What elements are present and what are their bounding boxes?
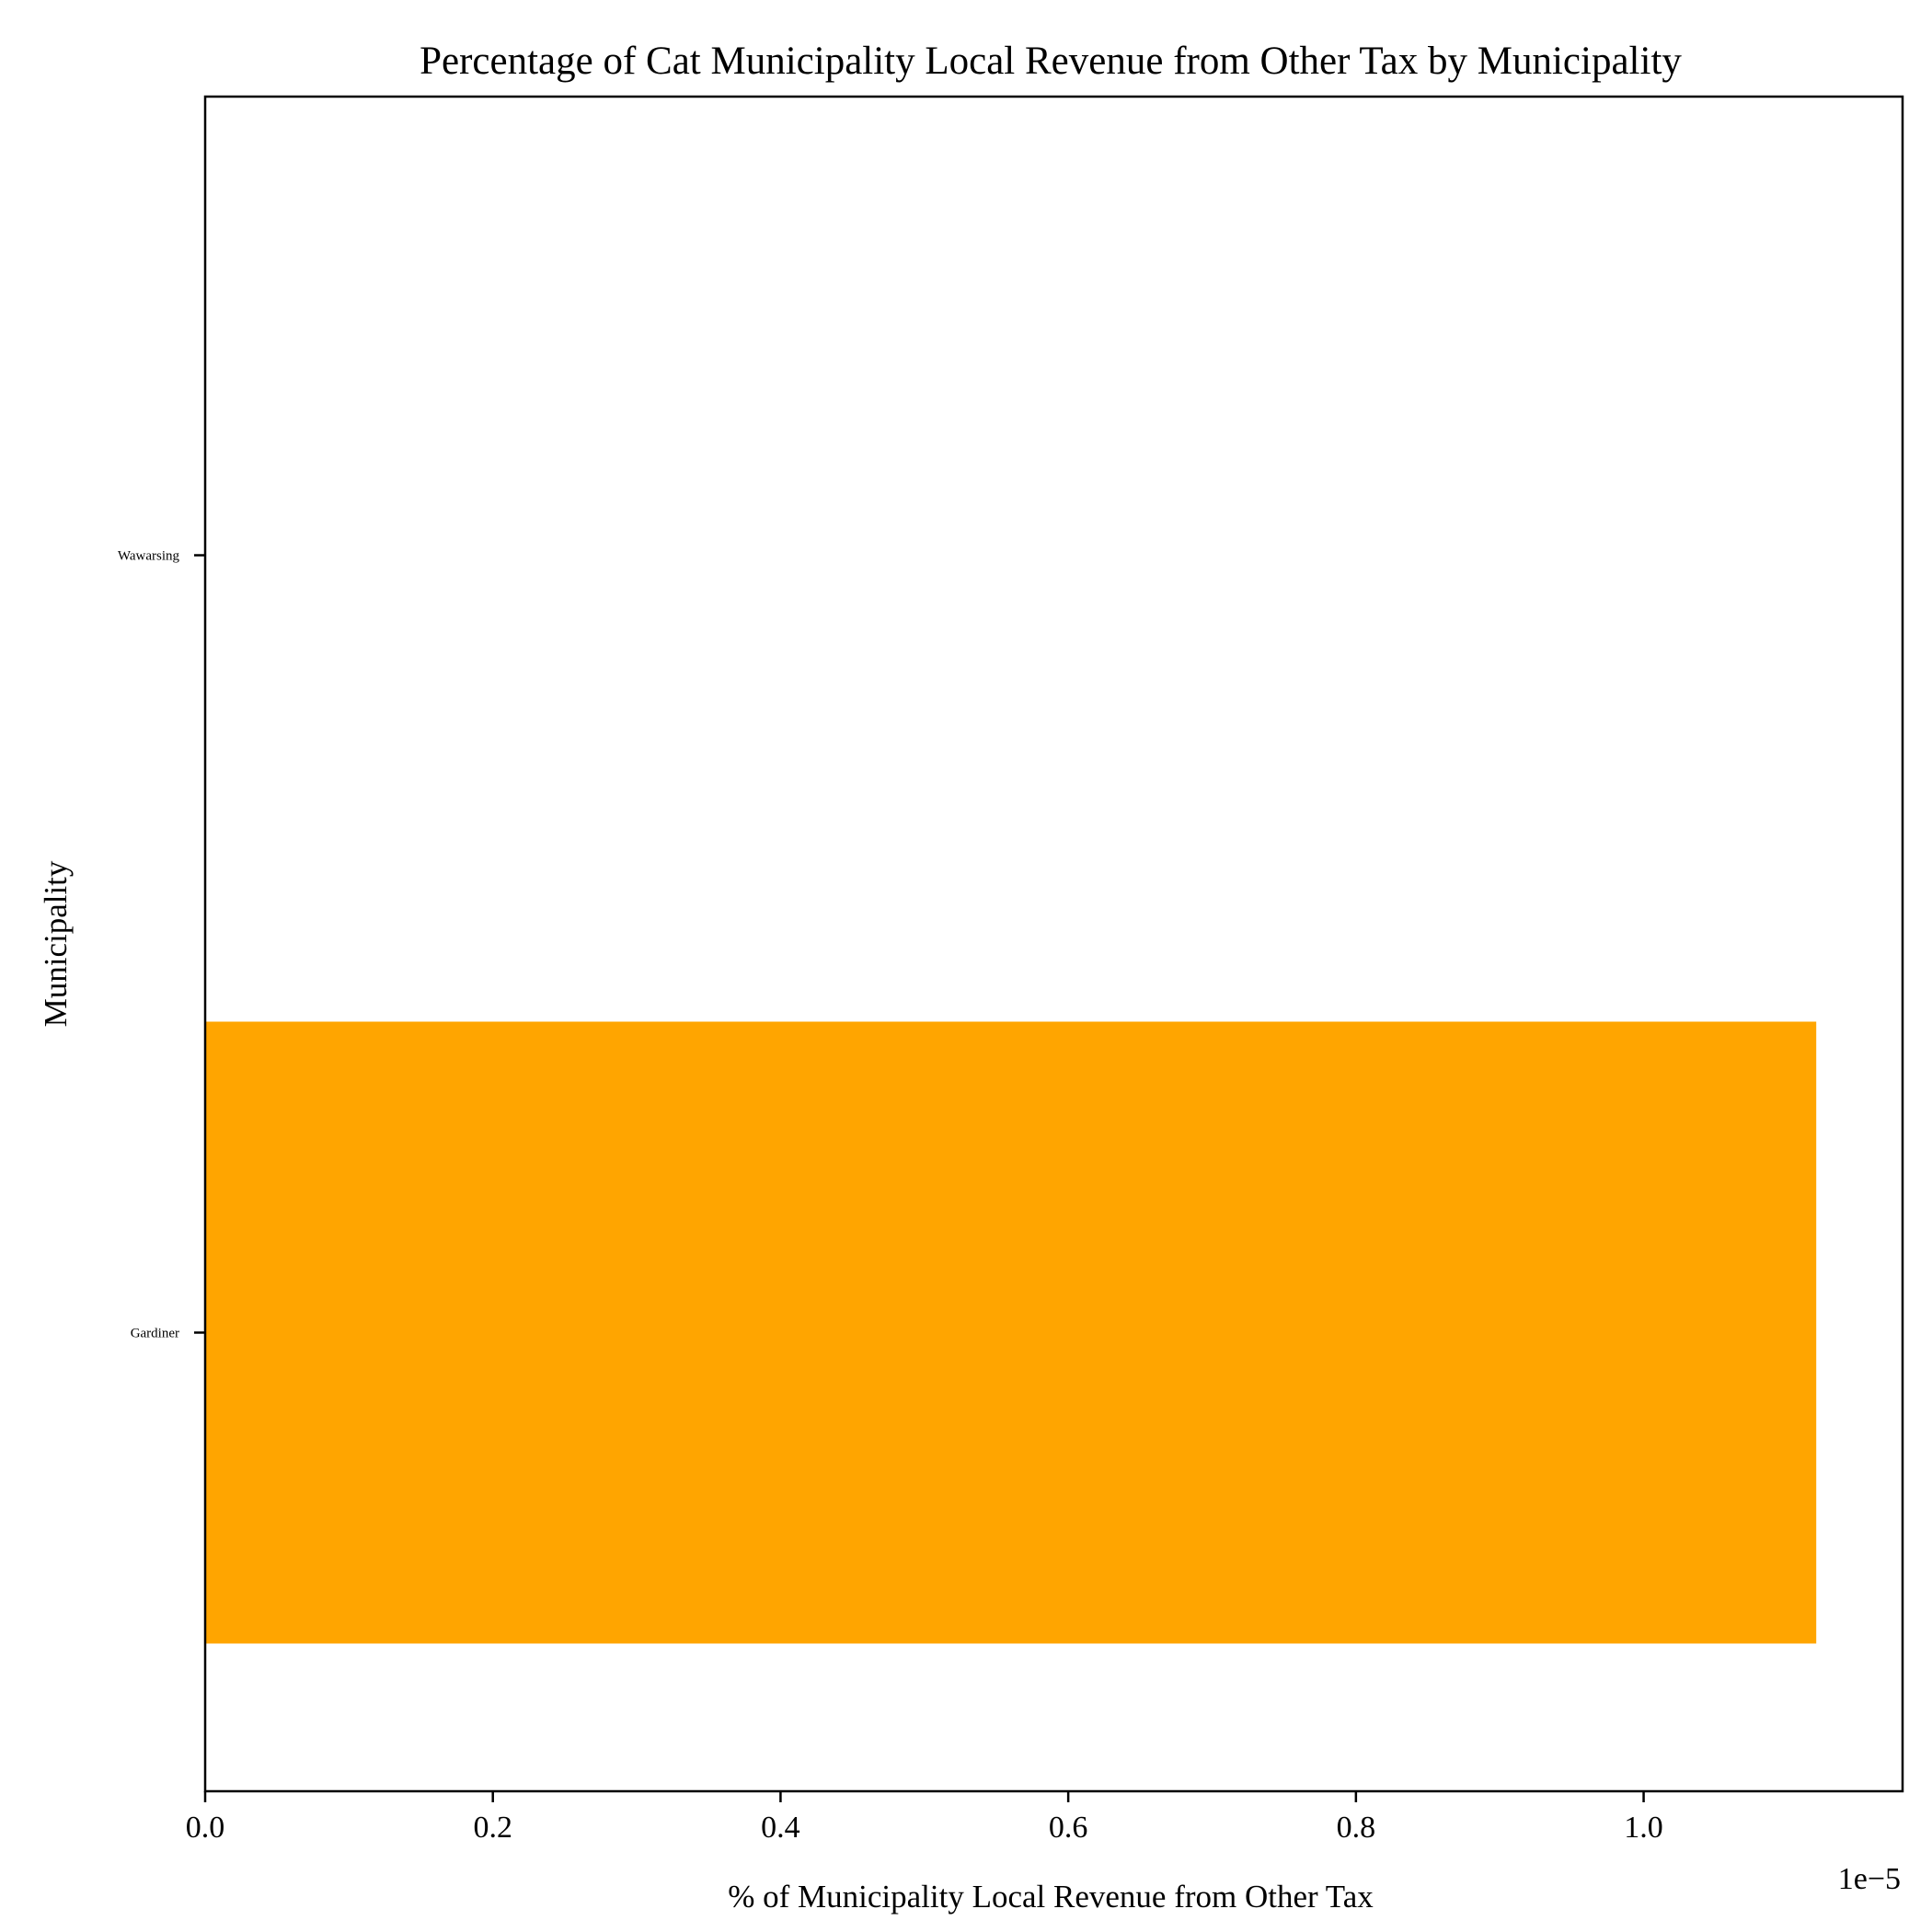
- x-tick-label: 1.0: [1624, 1811, 1663, 1845]
- y-tick-label: Wawarsing: [118, 549, 180, 564]
- bars-group: [205, 1021, 1817, 1644]
- x-tick-label: 0.4: [761, 1811, 800, 1845]
- y-tick-label: Gardiner: [131, 1326, 179, 1340]
- y-axis-ticks: Gardiner Wawarsing: [118, 549, 205, 1340]
- x-axis-ticks: 0.0 0.2 0.4 0.6 0.8 1.0: [186, 1791, 1663, 1845]
- chart-title: Percentage of Cat Municipality Local Rev…: [420, 40, 1682, 83]
- plot-frame: [203, 95, 1904, 1793]
- x-tick-label: 0.2: [473, 1811, 512, 1845]
- x-axis-offset-label: 1e−5: [1838, 1862, 1901, 1896]
- bar-gardiner: [205, 1021, 1817, 1644]
- x-tick-label: 0.8: [1337, 1811, 1376, 1845]
- x-tick-label: 0.0: [186, 1811, 225, 1845]
- x-tick-label: 0.6: [1049, 1811, 1088, 1845]
- x-axis-label: % of Municipality Local Revenue from Oth…: [728, 1879, 1374, 1915]
- y-axis-label: Municipality: [38, 860, 74, 1027]
